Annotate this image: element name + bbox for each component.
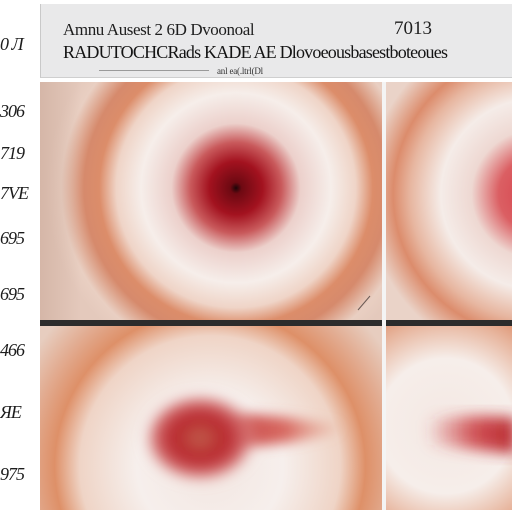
header-subtitle: RADUTOCHCRads KADE AE Dlovoeousbasestbot… <box>63 42 448 62</box>
panel-divider <box>40 320 512 326</box>
radial-image-bottom-right <box>386 326 512 510</box>
side-label: 975 <box>0 464 25 484</box>
header-rule <box>99 70 209 71</box>
header-caption: anl ea(.ltrl(Dl <box>217 66 263 76</box>
side-label: 695 <box>0 284 25 304</box>
side-label: 695 <box>0 228 25 248</box>
header-title: Amnu Ausest 2 6D Dvoonoal <box>63 20 255 39</box>
figure-header: Amnu Ausest 2 6D Dvoonoal 7013 RADUTOCHC… <box>40 4 512 78</box>
panel-divider-vertical <box>382 82 386 510</box>
radial-image-bottom-left <box>40 326 382 510</box>
radial-image-top-right <box>386 82 512 320</box>
image-panel-top-right <box>386 82 512 320</box>
image-panel-bottom-left <box>40 326 382 510</box>
image-panel-top-left <box>40 82 382 320</box>
side-label: 306 <box>0 101 25 121</box>
side-label: 466 <box>0 340 25 360</box>
side-label: 7VE <box>0 183 29 203</box>
side-label: 719 <box>0 143 25 163</box>
radial-image-top-left <box>40 82 382 320</box>
side-label: ЯЕ <box>0 402 22 422</box>
side-label: 0 Л <box>0 34 24 54</box>
image-panel-bottom-right <box>386 326 512 510</box>
header-number: 7013 <box>394 18 432 39</box>
